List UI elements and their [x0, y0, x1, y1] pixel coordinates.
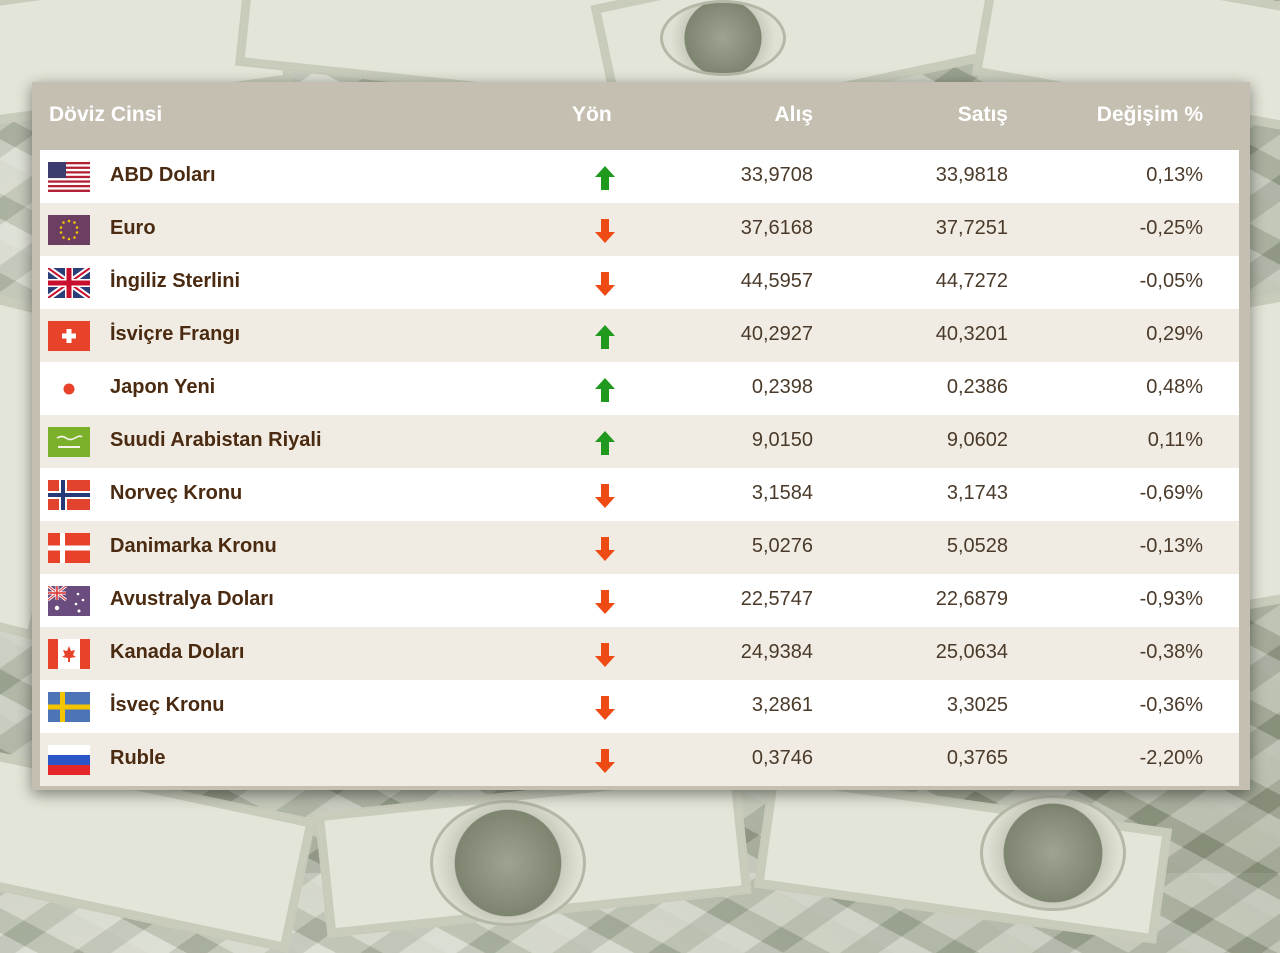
- sell-value: 22,6879: [935, 588, 1008, 610]
- currency-name: Kanada Doları: [110, 641, 245, 663]
- down-arrow-icon: [595, 749, 615, 773]
- currency-name: İsviçre Frangı: [110, 323, 241, 345]
- buy-value: 0,2398: [751, 376, 813, 398]
- currency-table: Döviz Cinsi Yön Alış Satış Değişim % ABD…: [32, 82, 1250, 790]
- currency-name: Ruble: [110, 747, 166, 769]
- currency-name: Norveç Kronu: [110, 482, 243, 504]
- sell-value: 33,9818: [935, 164, 1008, 186]
- sell-value: 25,0634: [935, 641, 1008, 663]
- change-value: 0,13%: [1146, 164, 1203, 186]
- down-arrow-icon: [595, 484, 615, 508]
- table-row: ABD Doları 33,9708 33,9818 0,13%: [40, 150, 1239, 203]
- sell-value: 3,1743: [946, 482, 1008, 504]
- change-value: -0,05%: [1139, 270, 1203, 292]
- currency-name: ABD Doları: [110, 164, 216, 186]
- buy-value: 5,0276: [751, 535, 813, 557]
- up-arrow-icon: [595, 431, 615, 455]
- se-flag-icon: [48, 692, 90, 722]
- currency-name: Euro: [110, 217, 156, 239]
- sell-value: 3,3025: [946, 694, 1008, 716]
- down-arrow-icon: [595, 219, 615, 243]
- change-value: -0,25%: [1139, 217, 1203, 239]
- down-arrow-icon: [595, 590, 615, 614]
- change-value: -0,69%: [1139, 482, 1203, 504]
- up-arrow-icon: [595, 166, 615, 190]
- table-row: Japon Yeni 0,2398 0,2386 0,48%: [40, 362, 1239, 415]
- table-row: Euro 37,6168 37,7251 -0,25%: [40, 203, 1239, 256]
- buy-value: 9,0150: [751, 429, 813, 451]
- change-value: -0,36%: [1139, 694, 1203, 716]
- header-direction: Yön: [572, 103, 612, 126]
- table-row: Avustralya Doları 22,5747 22,6879 -0,93%: [40, 574, 1239, 627]
- dk-flag-icon: [48, 533, 90, 563]
- table-row: Suudi Arabistan Riyali 9,0150 9,0602 0,1…: [40, 415, 1239, 468]
- buy-value: 24,9384: [740, 641, 813, 663]
- sell-value: 44,7272: [935, 270, 1008, 292]
- up-arrow-icon: [595, 378, 615, 402]
- buy-value: 22,5747: [740, 588, 813, 610]
- table-row: İsveç Kronu 3,2861 3,3025 -0,36%: [40, 680, 1239, 733]
- background-portrait: [660, 0, 786, 76]
- currency-name: Danimarka Kronu: [110, 535, 277, 557]
- sell-value: 40,3201: [935, 323, 1008, 345]
- table-header: Döviz Cinsi Yön Alış Satış Değişim %: [32, 82, 1250, 150]
- header-currency: Döviz Cinsi: [49, 103, 163, 126]
- up-arrow-icon: [595, 325, 615, 349]
- buy-value: 33,9708: [740, 164, 813, 186]
- ru-flag-icon: [48, 745, 90, 775]
- buy-value: 3,2861: [751, 694, 813, 716]
- us-flag-icon: [48, 162, 90, 192]
- sell-value: 5,0528: [946, 535, 1008, 557]
- background-portrait: [430, 800, 586, 926]
- down-arrow-icon: [595, 643, 615, 667]
- down-arrow-icon: [595, 537, 615, 561]
- table-row: İsviçre Frangı 40,2927 40,3201 0,29%: [40, 309, 1239, 362]
- uk-flag-icon: [48, 268, 90, 298]
- buy-value: 40,2927: [740, 323, 813, 345]
- sa-flag-icon: [48, 427, 90, 457]
- change-value: -0,38%: [1139, 641, 1203, 663]
- jp-flag-icon: [48, 374, 90, 404]
- table-body: ABD Doları 33,9708 33,9818 0,13% Euro 37…: [40, 150, 1239, 786]
- header-change: Değişim %: [1096, 103, 1203, 126]
- sell-value: 37,7251: [935, 217, 1008, 239]
- au-flag-icon: [48, 586, 90, 616]
- table-row: Ruble 0,3746 0,3765 -2,20%: [40, 733, 1239, 786]
- buy-value: 3,1584: [751, 482, 813, 504]
- background-portrait: [980, 795, 1126, 911]
- table-row: Danimarka Kronu 5,0276 5,0528 -0,13%: [40, 521, 1239, 574]
- sell-value: 0,2386: [946, 376, 1008, 398]
- currency-name: İngiliz Sterlini: [110, 270, 241, 292]
- change-value: 0,48%: [1146, 376, 1203, 398]
- buy-value: 44,5957: [740, 270, 813, 292]
- currency-name: İsveç Kronu: [110, 694, 225, 716]
- change-value: 0,29%: [1146, 323, 1203, 345]
- currency-name: Avustralya Doları: [110, 588, 274, 610]
- currency-name: Suudi Arabistan Riyali: [110, 429, 322, 451]
- no-flag-icon: [48, 480, 90, 510]
- down-arrow-icon: [595, 696, 615, 720]
- change-value: -0,93%: [1139, 588, 1203, 610]
- ch-flag-icon: [48, 321, 90, 351]
- currency-name: Japon Yeni: [110, 376, 216, 398]
- table-row: İngiliz Sterlini 44,5957 44,7272 -0,05%: [40, 256, 1239, 309]
- change-value: -2,20%: [1139, 747, 1203, 769]
- change-value: -0,13%: [1139, 535, 1203, 557]
- buy-value: 0,3746: [751, 747, 813, 769]
- table-row: Norveç Kronu 3,1584 3,1743 -0,69%: [40, 468, 1239, 521]
- down-arrow-icon: [595, 272, 615, 296]
- table-row: Kanada Doları 24,9384 25,0634 -0,38%: [40, 627, 1239, 680]
- change-value: 0,11%: [1147, 429, 1203, 451]
- sell-value: 9,0602: [946, 429, 1008, 451]
- sell-value: 0,3765: [946, 747, 1008, 769]
- buy-value: 37,6168: [740, 217, 813, 239]
- header-sell: Satış: [957, 103, 1008, 126]
- eu-flag-icon: [48, 215, 90, 245]
- header-buy: Alış: [774, 103, 813, 126]
- ca-flag-icon: [48, 639, 90, 669]
